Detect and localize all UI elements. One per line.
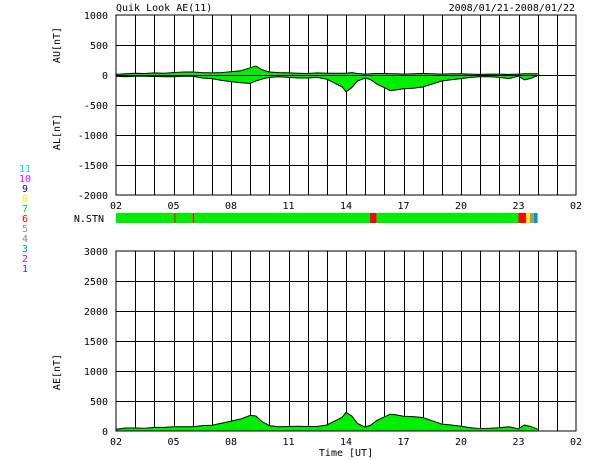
ae-area xyxy=(116,412,538,431)
ae-y-tick-labels: 3000 2500 2000 1500 1000 500 0 xyxy=(84,247,108,438)
station-count-label: 1 xyxy=(22,264,28,275)
nstn-segment xyxy=(116,213,175,223)
y-tick-label: 1000 xyxy=(84,11,108,22)
x-tick-label: 02 xyxy=(570,201,582,212)
y-tick-label: 1500 xyxy=(84,337,108,348)
nstn-segment xyxy=(376,213,519,223)
y-tick-label: 0 xyxy=(102,427,108,438)
nstn-segment xyxy=(370,213,377,223)
x-tick-label: 14 xyxy=(340,437,352,448)
y-tick-label: 0 xyxy=(102,71,108,82)
y-tick-label: 500 xyxy=(90,397,108,408)
x-tick-label: 05 xyxy=(167,201,179,212)
y-tick-label: -1500 xyxy=(78,161,108,172)
al-axis-label: AL[nT] xyxy=(52,114,63,150)
x-tick-label: 23 xyxy=(512,437,524,448)
x-tick-label: 17 xyxy=(397,437,409,448)
x-tick-label: 08 xyxy=(225,201,237,212)
ae-panel: 3000 2500 2000 1500 1000 500 0 02 05 08 11 14 17 20 2… xyxy=(52,247,582,459)
y-tick-label: 3000 xyxy=(84,247,108,258)
ae-series xyxy=(115,411,538,431)
nstn-segment xyxy=(175,213,193,223)
y-tick-label: 2000 xyxy=(84,307,108,318)
au-al-y-tick-labels: 1000 500 0 -500 -1000 -1500 -2000 xyxy=(78,11,108,202)
station-count-label: 6 xyxy=(22,214,28,225)
x-tick-label: 14 xyxy=(340,201,352,212)
au-al-frame xyxy=(115,14,577,196)
x-tick-label: 11 xyxy=(282,201,294,212)
ae-x-tick-labels: 02 05 08 11 14 17 20 23 02 xyxy=(110,437,582,448)
y-tick-label: 2500 xyxy=(84,277,108,288)
station-count-bar: N.STN xyxy=(74,213,538,225)
x-tick-label: 20 xyxy=(455,437,467,448)
x-axis-label: Time [UT] xyxy=(319,448,373,459)
nstn-segments xyxy=(116,213,538,223)
nstn-label: N.STN xyxy=(74,214,104,225)
date-range: 2008/01/21-2008/01/22 xyxy=(449,3,575,14)
station-count-label: 8 xyxy=(22,194,28,205)
al-area xyxy=(116,75,538,92)
au-axis-label: AU[nT] xyxy=(52,27,63,63)
station-count-label: 7 xyxy=(22,204,28,215)
station-count-label: 3 xyxy=(22,244,28,255)
nstn-segment xyxy=(192,213,194,223)
ae-frame xyxy=(115,250,577,432)
x-tick-label: 02 xyxy=(570,437,582,448)
nstn-segment xyxy=(526,213,530,223)
station-count-label: 10 xyxy=(19,174,31,185)
x-tick-label: 02 xyxy=(110,437,122,448)
y-tick-label: 500 xyxy=(90,41,108,52)
au-al-x-tick-labels: 02 05 08 11 14 17 20 23 02 xyxy=(110,201,582,212)
ae-line xyxy=(115,411,538,430)
station-count-label: 4 xyxy=(22,234,28,245)
au-line xyxy=(115,65,538,75)
y-tick-label: 1000 xyxy=(84,367,108,378)
au-al-grid xyxy=(116,15,576,195)
station-count-label: 5 xyxy=(22,224,28,235)
y-tick-label: -500 xyxy=(84,101,108,112)
nstn-segment xyxy=(518,213,527,223)
nstn-segment xyxy=(194,213,370,223)
al-line xyxy=(115,75,538,93)
y-tick-label: -2000 xyxy=(78,191,108,202)
x-tick-label: 11 xyxy=(282,437,294,448)
au-al-series xyxy=(115,65,576,93)
station-count-label: 9 xyxy=(22,184,28,195)
x-tick-label: 08 xyxy=(225,437,237,448)
chart-title: Quik Look AE(11) xyxy=(116,3,212,14)
x-tick-label: 02 xyxy=(110,201,122,212)
nstn-segment xyxy=(174,213,176,223)
x-tick-label: 23 xyxy=(512,201,524,212)
y-tick-label: -1000 xyxy=(78,131,108,142)
station-count-label: 11 xyxy=(19,164,31,175)
x-tick-label: 20 xyxy=(455,201,467,212)
station-count-label: 2 xyxy=(22,254,28,265)
x-tick-label: 17 xyxy=(397,201,409,212)
ae-axis-label: AE[nT] xyxy=(52,354,63,390)
ae-grid xyxy=(116,251,576,431)
x-tick-label: 05 xyxy=(167,437,179,448)
nstn-segment xyxy=(530,213,534,223)
au-al-panel: 1000 500 0 -500 -1000 -1500 -2000 02 05 08 11 14 17… xyxy=(52,11,582,212)
nstn-segment xyxy=(533,213,538,223)
